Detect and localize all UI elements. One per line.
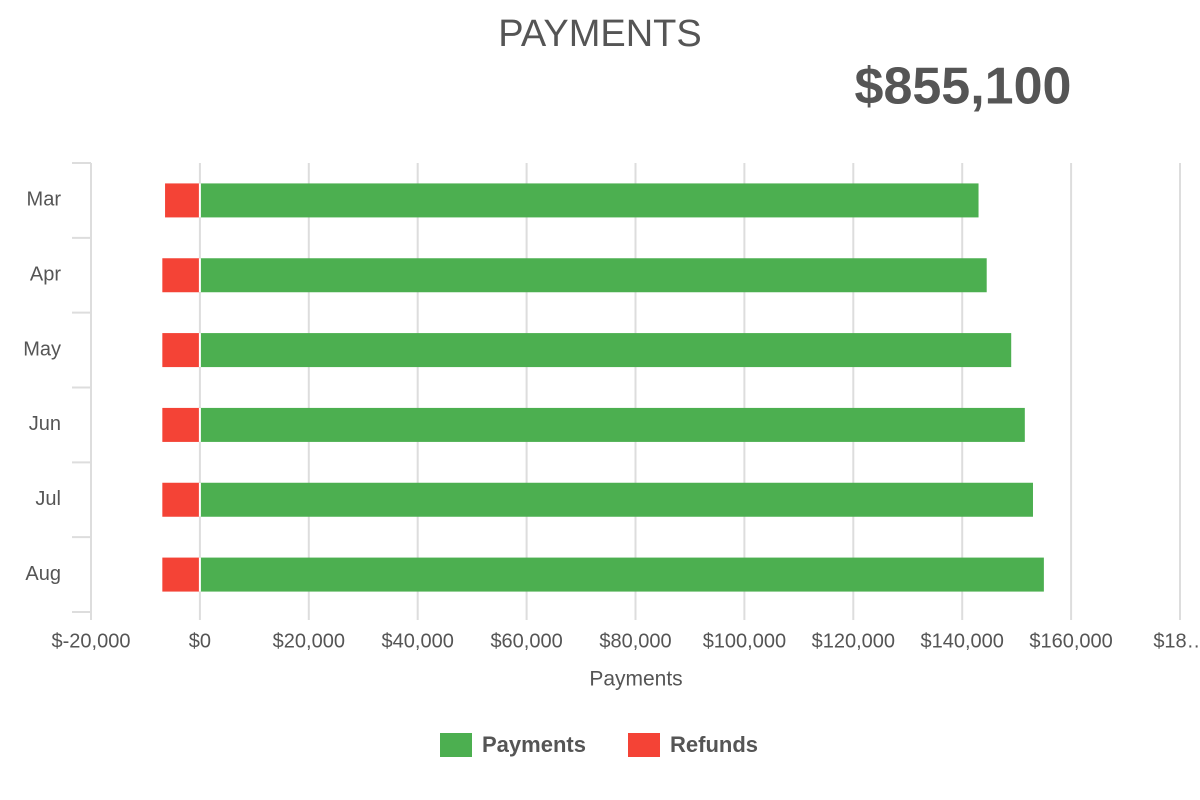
x-tick-label: $40,000	[382, 630, 454, 652]
legend-swatch	[628, 733, 660, 757]
y-tick-label: Apr	[30, 264, 61, 286]
bar	[162, 258, 200, 293]
x-tick-label: $160,000	[1029, 630, 1112, 652]
y-tick-label: Jun	[29, 413, 61, 435]
x-tick-label: $0	[189, 630, 211, 652]
legend-swatch	[440, 733, 472, 757]
legend-label: Payments	[482, 732, 586, 757]
bar	[199, 482, 1033, 517]
x-tick-label: $-20,000	[52, 630, 131, 652]
bar	[199, 183, 979, 218]
bar	[162, 557, 200, 592]
bar	[165, 183, 200, 218]
total: $855,100	[855, 58, 1072, 116]
x-axis-label: Payments	[589, 668, 682, 691]
x-tick-label: $80,000	[599, 630, 671, 652]
bar	[199, 557, 1044, 592]
x-tick-label: $18…	[1153, 630, 1200, 652]
y-tick-label: Aug	[25, 563, 61, 585]
x-tick-label: $120,000	[812, 630, 895, 652]
bar	[162, 482, 200, 517]
legend-label: Refunds	[670, 732, 758, 757]
x-tick-label: $20,000	[273, 630, 345, 652]
x-tick-label: $60,000	[490, 630, 562, 652]
chart-title: PAYMENTS	[498, 13, 701, 55]
x-tick-label: $100,000	[703, 630, 786, 652]
y-tick-label: Jul	[35, 488, 61, 510]
bar	[199, 407, 1025, 442]
x-tick-label: $140,000	[920, 630, 1003, 652]
bar	[162, 333, 200, 368]
bar	[199, 333, 1012, 368]
bar	[162, 407, 200, 442]
y-tick-label: Mar	[27, 189, 62, 211]
bar	[199, 258, 987, 293]
y-tick-label: May	[23, 338, 61, 360]
